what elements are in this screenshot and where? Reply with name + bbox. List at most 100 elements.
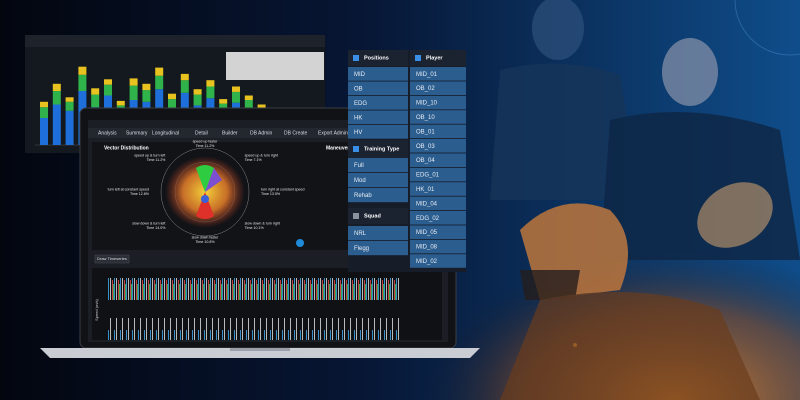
filter-row[interactable] bbox=[410, 110, 466, 124]
filter-item[interactable]: OB_04 bbox=[416, 158, 435, 164]
filter-row[interactable] bbox=[348, 110, 408, 125]
filter-row[interactable] bbox=[348, 96, 408, 110]
filter-item[interactable]: MID_05 bbox=[416, 230, 438, 236]
filter-item[interactable]: OB_03 bbox=[416, 144, 435, 150]
bar-segment bbox=[40, 118, 48, 145]
filter-row[interactable] bbox=[348, 67, 408, 81]
polar-time: Time 14.0% bbox=[146, 226, 166, 230]
filter-row[interactable] bbox=[348, 226, 408, 241]
bar-segment bbox=[155, 67, 164, 76]
bar-segment bbox=[91, 88, 100, 95]
filter-item[interactable]: OB_10 bbox=[416, 115, 435, 121]
polar-plot bbox=[160, 147, 304, 247]
filter-row[interactable] bbox=[410, 67, 466, 81]
tab-bar bbox=[88, 128, 448, 138]
bar-segment bbox=[129, 85, 138, 100]
bar-segment bbox=[91, 94, 100, 108]
filter-row[interactable] bbox=[410, 239, 466, 254]
bar-segment bbox=[257, 104, 266, 109]
filter-row[interactable] bbox=[348, 125, 408, 139]
checkbox[interactable] bbox=[353, 146, 359, 152]
back-header bbox=[25, 35, 325, 47]
filter-row[interactable] bbox=[410, 81, 466, 95]
filter-item[interactable]: OB bbox=[354, 86, 363, 92]
tab[interactable]: Builder bbox=[222, 130, 238, 136]
filter-item[interactable]: MID_04 bbox=[416, 201, 438, 207]
draw-button[interactable] bbox=[94, 254, 130, 264]
filter-item[interactable]: MID_10 bbox=[416, 101, 438, 107]
filter-item[interactable]: EDG_02 bbox=[416, 216, 440, 222]
polar-label: speed up & turn right bbox=[245, 154, 278, 158]
wedge bbox=[205, 168, 222, 192]
bar-segment bbox=[129, 78, 138, 86]
bar-segment bbox=[193, 89, 202, 95]
filter-item[interactable]: Rehab bbox=[354, 193, 372, 199]
filter-row[interactable] bbox=[410, 124, 466, 139]
bar-segment bbox=[168, 93, 176, 100]
filter-item[interactable]: Full bbox=[354, 163, 364, 169]
filter-row[interactable] bbox=[410, 139, 466, 153]
bar-segment bbox=[180, 73, 189, 81]
draw-button-label[interactable]: Draw Timeseries bbox=[97, 256, 127, 261]
polar-time: Time 12.8% bbox=[130, 192, 150, 196]
filter-item[interactable]: MID_02 bbox=[416, 259, 438, 265]
filter-item[interactable]: MID_08 bbox=[416, 245, 438, 251]
filter-item[interactable]: OB_02 bbox=[416, 86, 435, 92]
filter-row[interactable] bbox=[348, 173, 408, 188]
filter-item[interactable]: MID_01 bbox=[416, 72, 438, 78]
tab[interactable]: Longitudinal bbox=[152, 130, 179, 136]
checkbox[interactable] bbox=[415, 55, 421, 61]
tab[interactable]: DB Create bbox=[284, 130, 308, 136]
polar-label: speed up & turn left bbox=[134, 154, 165, 158]
filter-item[interactable]: OB_01 bbox=[416, 129, 435, 135]
bar-segment bbox=[206, 86, 215, 99]
tab[interactable]: DB Admin bbox=[250, 130, 272, 136]
laptop-base bbox=[40, 348, 480, 358]
filter-row[interactable] bbox=[410, 167, 466, 182]
bar-segment bbox=[206, 80, 215, 87]
filter-item[interactable]: HV bbox=[354, 130, 362, 136]
filter-row[interactable] bbox=[348, 188, 408, 203]
deco-ring bbox=[734, 0, 800, 56]
tab[interactable]: Summary bbox=[126, 130, 148, 136]
tab[interactable]: Detail bbox=[195, 130, 208, 136]
filter-title: Player bbox=[426, 55, 443, 61]
filter-row[interactable] bbox=[410, 153, 466, 167]
filter-row[interactable] bbox=[410, 196, 466, 211]
filter-row[interactable] bbox=[410, 95, 466, 110]
filter-item[interactable]: EDG bbox=[354, 101, 367, 107]
timeseries-texture bbox=[108, 278, 400, 340]
filter-item[interactable]: MID bbox=[354, 72, 366, 78]
tab[interactable]: Export Admin bbox=[318, 130, 348, 136]
filter-item[interactable]: Flegg bbox=[354, 246, 369, 252]
filter-row[interactable] bbox=[410, 211, 466, 225]
filter-row[interactable] bbox=[410, 254, 466, 268]
bar-segment bbox=[244, 95, 253, 100]
bar-segment bbox=[142, 90, 151, 102]
filter-panel: Positions MID OB EDG HK HV Training Type Full Mo… bbox=[348, 50, 466, 272]
filter-row[interactable] bbox=[348, 81, 408, 96]
vector-title: Vector Distribution bbox=[104, 145, 149, 151]
bar-segment bbox=[193, 94, 202, 106]
filter-item[interactable]: Mod bbox=[354, 178, 366, 184]
bar-segment bbox=[219, 99, 228, 104]
filter-row[interactable] bbox=[348, 241, 408, 256]
checkbox[interactable] bbox=[353, 213, 359, 219]
filter-item[interactable]: HK bbox=[354, 115, 362, 121]
bar-segment bbox=[52, 91, 61, 105]
filter-item[interactable]: HK_01 bbox=[416, 187, 435, 193]
tab[interactable]: Analysis bbox=[98, 130, 117, 136]
filter-item[interactable]: NRL bbox=[354, 231, 367, 237]
filter-row[interactable] bbox=[348, 158, 408, 173]
bar-segment bbox=[180, 80, 189, 93]
filter-header bbox=[348, 140, 408, 158]
laptop-notch bbox=[230, 348, 290, 351]
filter-item[interactable]: EDG_01 bbox=[416, 173, 440, 179]
filter-row[interactable] bbox=[410, 182, 466, 196]
checkbox[interactable] bbox=[353, 55, 359, 61]
filter-row[interactable] bbox=[410, 225, 466, 239]
filter-header bbox=[348, 208, 408, 224]
timeseries-y-label: Speed (m/s) bbox=[94, 298, 99, 320]
bar-segment bbox=[40, 107, 48, 118]
